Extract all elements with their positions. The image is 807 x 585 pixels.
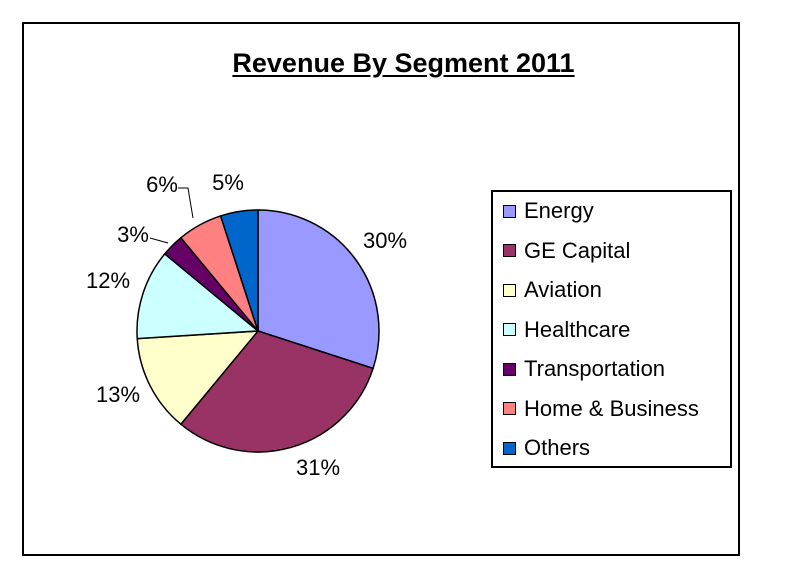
legend-item: Home & Business [503, 396, 699, 422]
legend-label: Transportation [524, 356, 666, 381]
chart-legend: Energy GE Capital Aviation Healthcare Transp… [491, 190, 732, 468]
pie-slice-others [219, 209, 259, 332]
data-label: 31% [296, 455, 340, 480]
legend-item: Energy [503, 198, 594, 224]
legend-item: GE Capital [503, 238, 630, 264]
data-label: 3% [117, 222, 149, 247]
legend-swatch [503, 204, 516, 218]
data-label: 5% [212, 170, 244, 195]
pie-slice-healthcare [136, 252, 260, 340]
legend-item: Others [503, 435, 590, 461]
pie-slice-energy [257, 209, 380, 370]
pie-slice-ge-capital [179, 330, 375, 453]
leader-line [149, 237, 169, 244]
legend-label: Energy [524, 198, 594, 223]
chart-title: Revenue By Segment 2011 [232, 48, 575, 78]
data-label: 6% [146, 172, 178, 197]
data-label: 30% [363, 228, 407, 253]
legend-swatch [503, 323, 516, 336]
legend-swatch [503, 441, 516, 455]
legend-item: Transportation [503, 356, 665, 382]
pie-slice-aviation [136, 330, 260, 426]
legend-swatch [503, 362, 516, 376]
data-label: 12% [86, 268, 130, 293]
legend-label: Home & Business [524, 395, 699, 421]
legend-swatch [503, 402, 516, 415]
legend-label: Healthcare [524, 316, 631, 342]
legend-item: Healthcare [503, 317, 630, 343]
legend-label: GE Capital [524, 237, 631, 263]
leader-line [178, 187, 194, 219]
legend-swatch [503, 283, 516, 297]
legend-item: Aviation [503, 277, 602, 303]
legend-label: Aviation [524, 277, 602, 302]
data-label: 13% [96, 382, 140, 407]
legend-swatch [503, 244, 516, 257]
legend-label: Others [524, 435, 591, 460]
